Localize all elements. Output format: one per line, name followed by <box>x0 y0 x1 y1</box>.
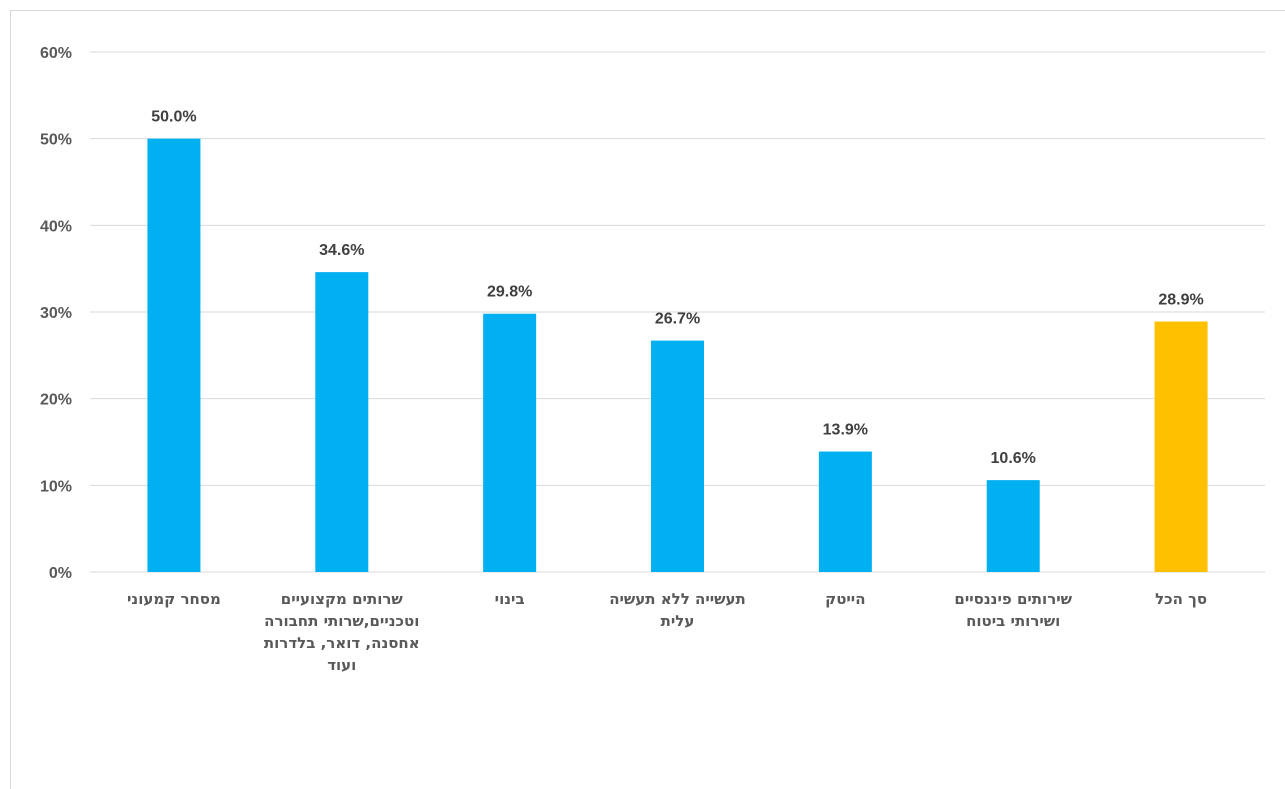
data-label: 28.9% <box>1158 292 1203 309</box>
bar <box>483 313 537 572</box>
y-tick-label: 60% <box>40 45 72 62</box>
x-category-label: שירותים פיננסיים ושירותי ביטוח <box>954 590 1073 630</box>
data-label: 29.8% <box>487 284 532 301</box>
y-tick-label: 10% <box>40 478 72 495</box>
bar <box>147 138 201 572</box>
x-category-label: שרותים מקצועיים וטכניים,שרותי תחבורה אחס… <box>263 590 420 674</box>
chart-frame <box>10 10 1285 789</box>
bar <box>986 480 1040 572</box>
x-category-label: הייטק <box>825 590 866 608</box>
data-label: 50.0% <box>151 109 196 126</box>
x-category-label: סך הכל <box>1155 590 1208 608</box>
y-tick-label: 0% <box>49 565 72 582</box>
y-tick-label: 50% <box>40 132 72 149</box>
y-tick-label: 40% <box>40 218 72 235</box>
data-label: 10.6% <box>991 450 1036 467</box>
data-label: 26.7% <box>655 311 700 328</box>
x-category-label: תעשייה ללא תעשיה עלית <box>609 590 746 630</box>
bar <box>818 451 872 572</box>
y-tick-label: 20% <box>40 392 72 409</box>
y-tick-label: 30% <box>40 305 72 322</box>
data-label: 34.6% <box>319 242 364 259</box>
bar <box>1154 321 1208 572</box>
bar <box>651 340 704 572</box>
x-category-label: מסחר קמעוני <box>126 590 221 608</box>
data-label: 13.9% <box>823 422 868 439</box>
x-category-label: בינוי <box>494 590 525 608</box>
bar <box>315 272 369 572</box>
